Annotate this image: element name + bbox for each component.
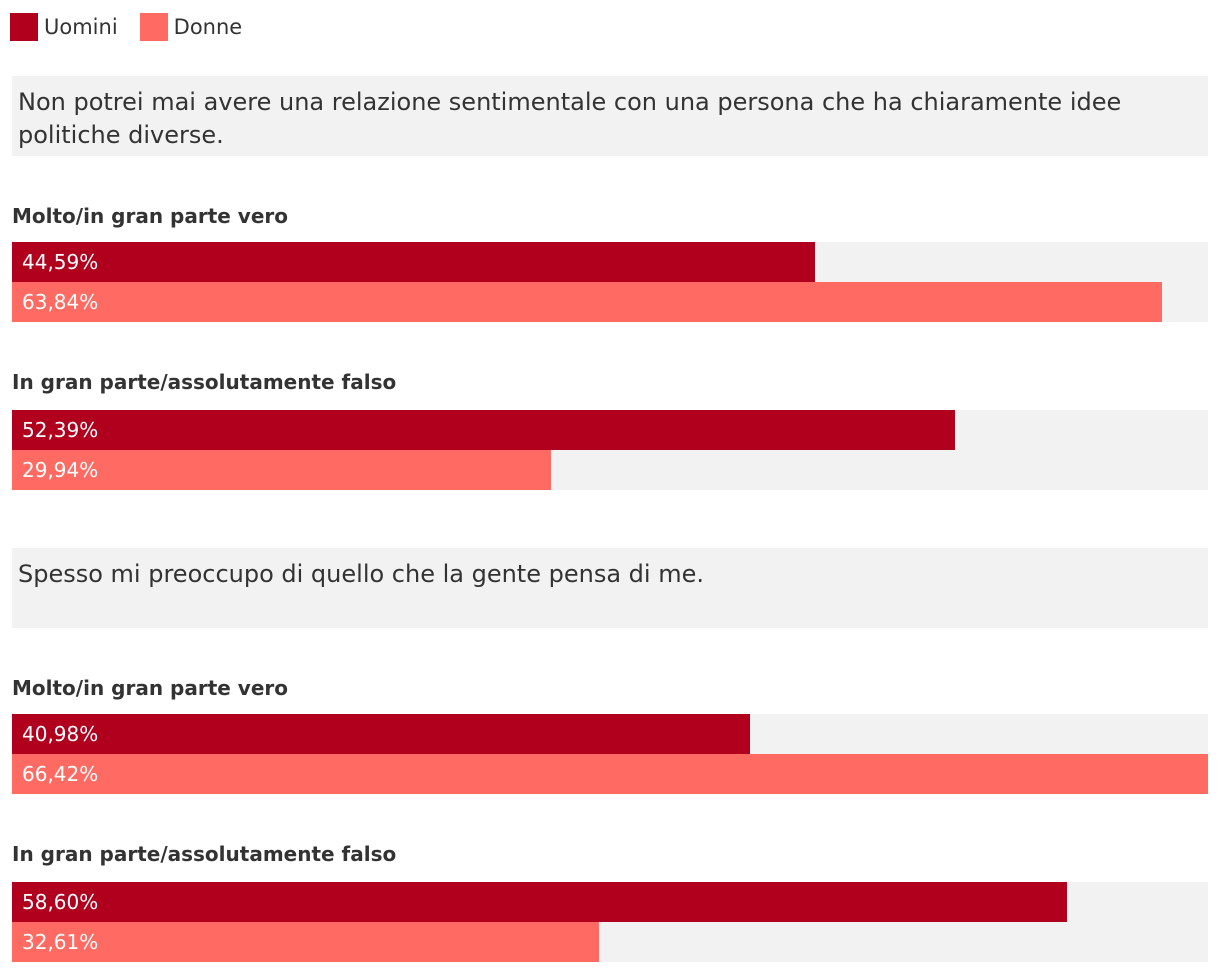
bar-uomini-molto-in-gran-parte-vero: 44,59% [12,242,815,282]
bar-uomini-molto-in-gran-parte-vero: 40,98% [12,714,750,754]
legend-label-donne: Donne [173,15,243,39]
legend-item-uomini: Uomini [10,13,118,41]
category-label-molto-in-gran-parte-vero: Molto/in gran parte vero [12,676,289,700]
legend: Uomini Donne [10,13,264,41]
legend-swatch-uomini [10,13,38,41]
bar-value-label: 63,84% [22,290,99,314]
bar-value-label: 40,98% [22,722,99,746]
bar-value-label: 29,94% [22,458,99,482]
bar-value-label: 66,42% [22,762,99,786]
bar-value-label: 52,39% [22,418,99,442]
category-label-in-gran-parte-assolutamente-falso: In gran parte/assolutamente falso [12,842,397,866]
category-label-in-gran-parte-assolutamente-falso: In gran parte/assolutamente falso [12,370,397,394]
bar-donne-in-gran-parte-assolutamente-falso: 32,61% [12,922,600,962]
bar-track: 40,98% 66,42% [12,714,1208,794]
category-label-molto-in-gran-parte-vero: Molto/in gran parte vero [12,204,289,228]
question-title-1: Non potrei mai avere una relazione senti… [12,76,1208,156]
bar-value-label: 58,60% [22,890,99,914]
bar-donne-molto-in-gran-parte-vero: 66,42% [12,754,1208,794]
bar-track: 58,60% 32,61% [12,882,1208,962]
question-title-2: Spesso mi preoccupo di quello che la gen… [12,548,1208,628]
legend-item-donne: Donne [139,13,243,41]
bar-track: 44,59% 63,84% [12,242,1208,322]
bar-value-label: 44,59% [22,250,99,274]
bar-uomini-in-gran-parte-assolutamente-falso: 58,60% [12,882,1068,922]
bar-uomini-in-gran-parte-assolutamente-falso: 52,39% [12,410,956,450]
bar-donne-molto-in-gran-parte-vero: 63,84% [12,282,1162,322]
bar-donne-in-gran-parte-assolutamente-falso: 29,94% [12,450,552,490]
legend-label-uomini: Uomini [44,15,118,39]
legend-swatch-donne [139,13,168,41]
bar-value-label: 32,61% [22,930,99,954]
bar-track: 52,39% 29,94% [12,410,1208,490]
